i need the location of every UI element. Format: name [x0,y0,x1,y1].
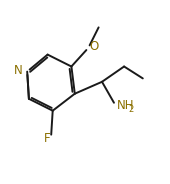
Text: N: N [14,64,23,77]
Text: O: O [90,40,99,53]
Text: 2: 2 [128,105,133,114]
Text: F: F [44,132,50,145]
Text: NH: NH [116,99,134,112]
